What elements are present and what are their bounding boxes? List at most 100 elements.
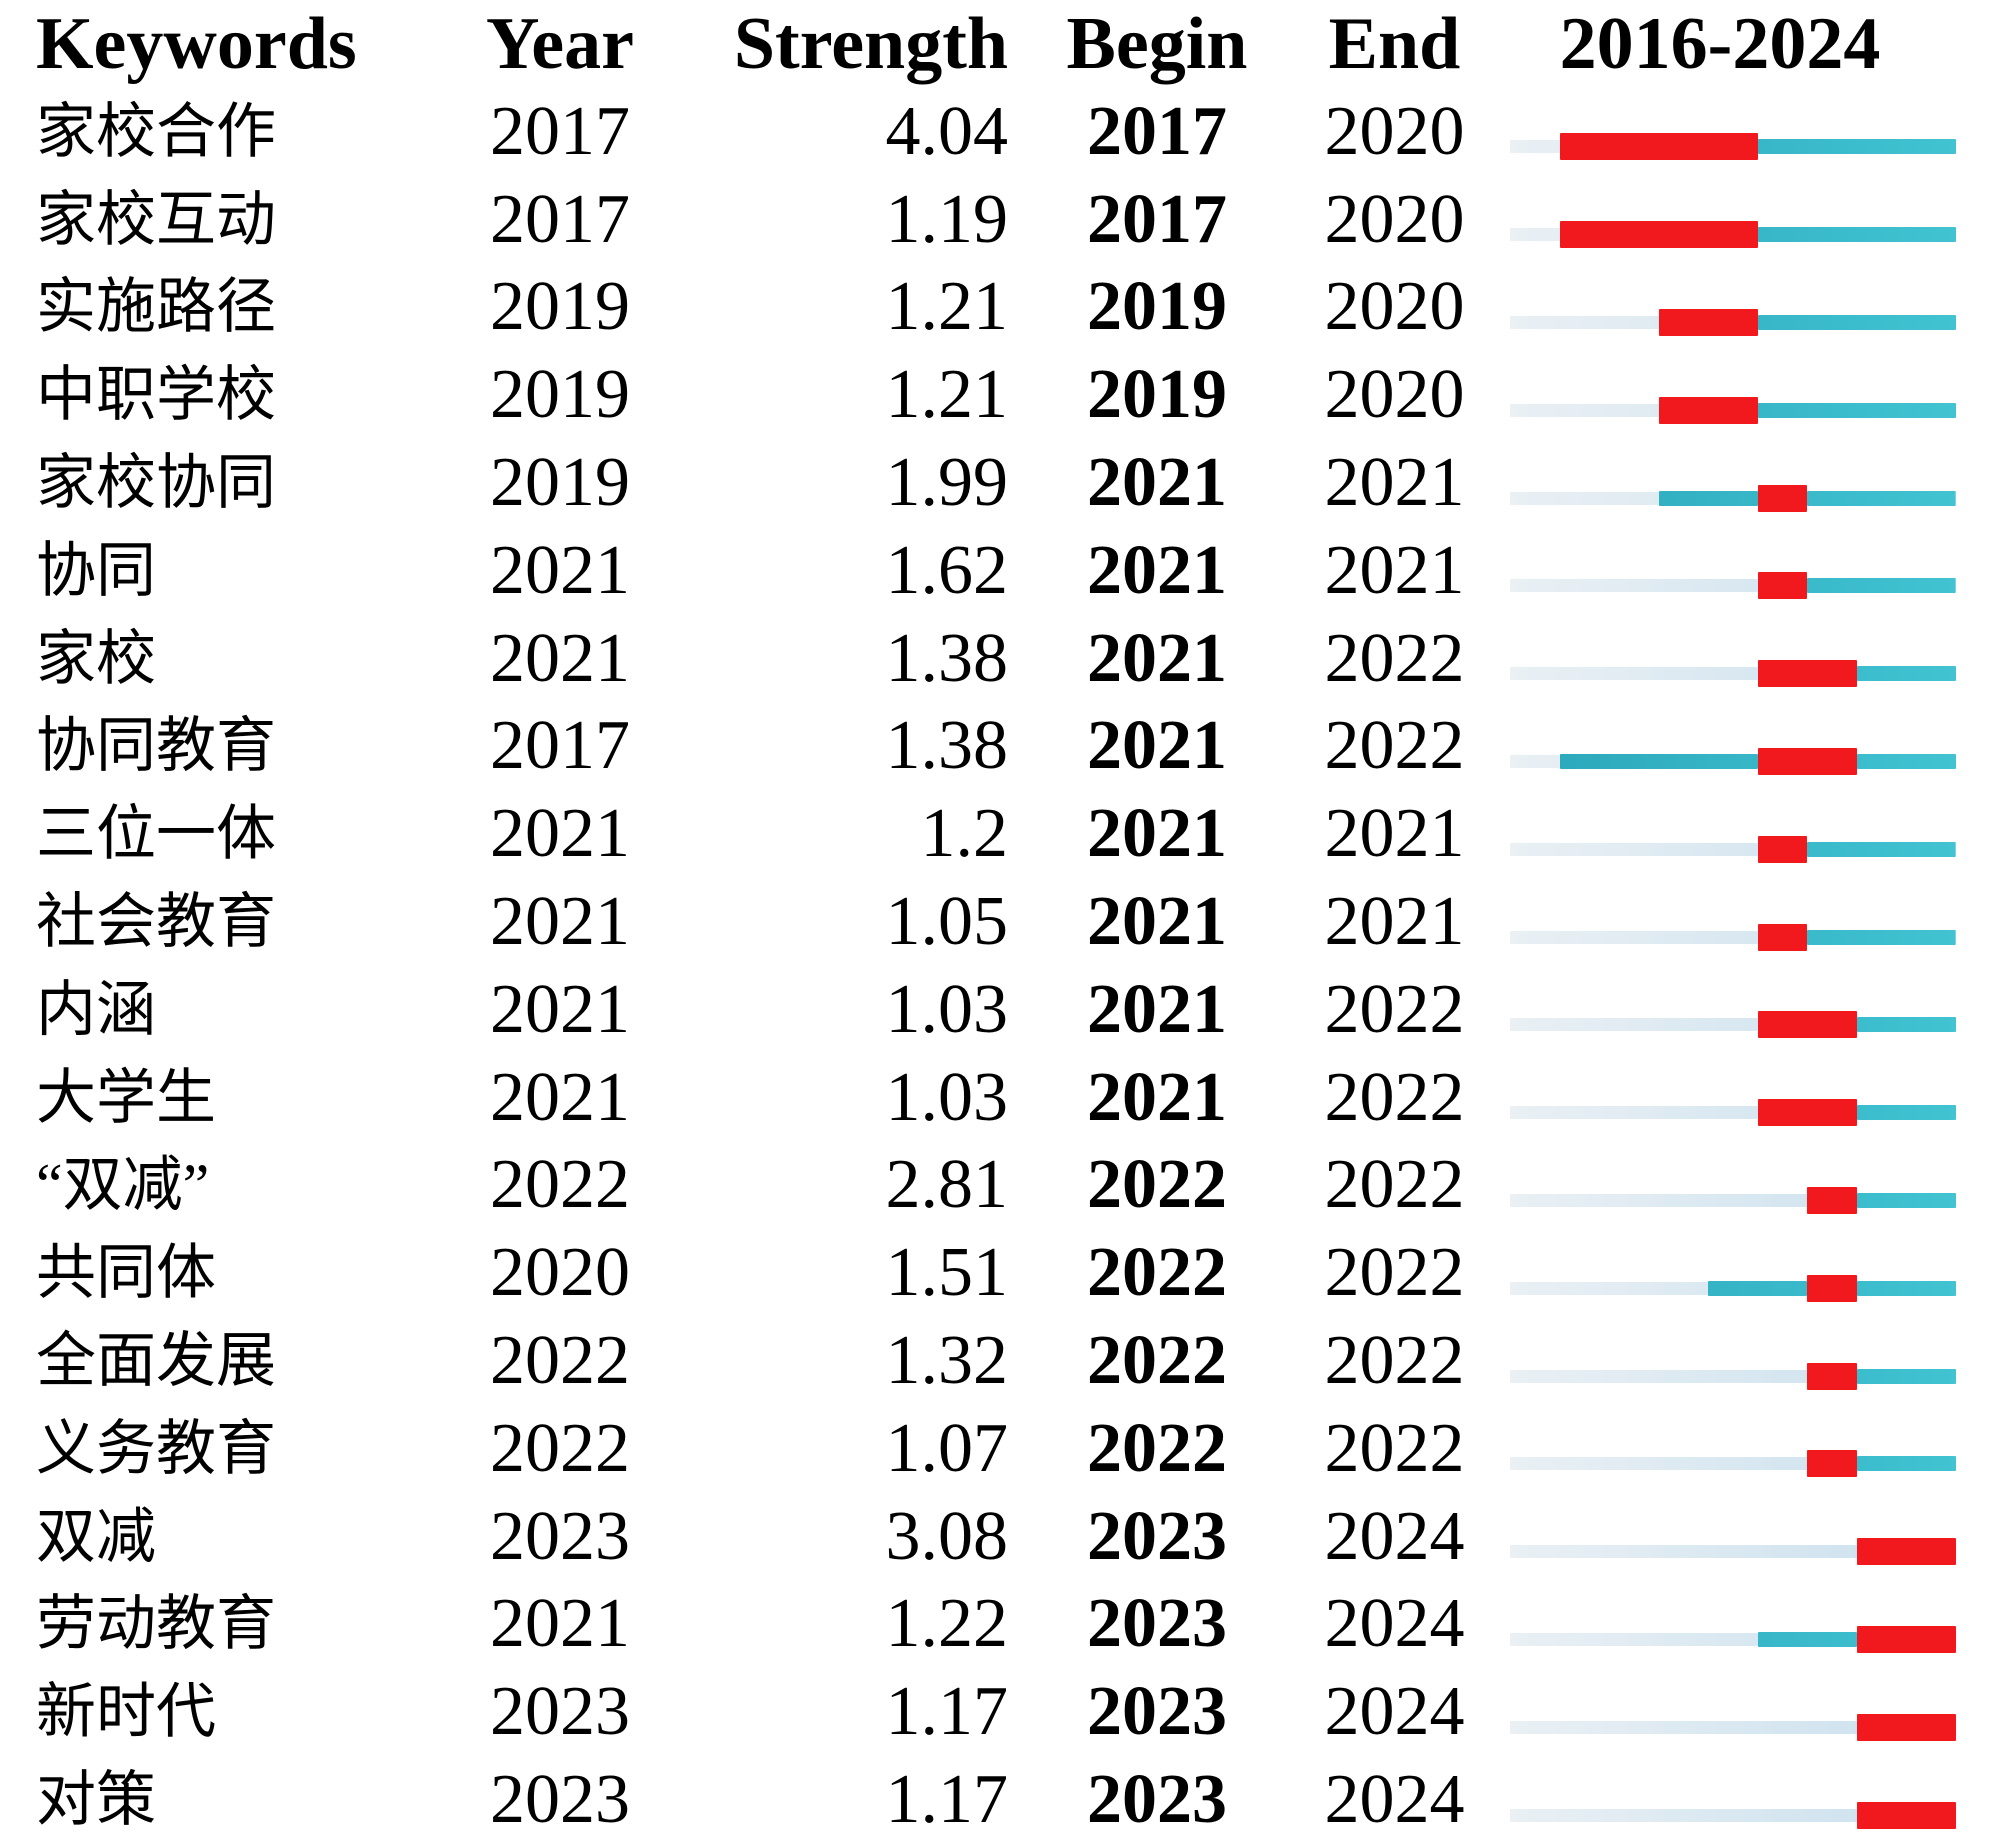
timeline-segment-inactive xyxy=(1510,1545,1857,1559)
timeline-segment-active xyxy=(1708,1280,1808,1296)
timeline-segment-active xyxy=(1757,402,1956,418)
end-cell: 2021 xyxy=(1324,883,1465,961)
year-cell: 2023 xyxy=(490,1673,630,1751)
timeline-segment-inactive xyxy=(1510,579,1758,593)
timeline-segment-burst xyxy=(1856,1625,1956,1653)
timeline-segment-burst xyxy=(1757,660,1857,688)
begin-cell: 2021 xyxy=(1087,883,1227,961)
year-cell: 2017 xyxy=(490,92,630,170)
timeline-segment-active xyxy=(1856,1192,1956,1208)
timeline-segment-active xyxy=(1807,929,1956,945)
timeline-cell xyxy=(1487,264,2000,352)
timeline-segment-burst xyxy=(1807,1186,1857,1214)
col-header-end: End xyxy=(1328,3,1461,85)
begin-cell: 2019 xyxy=(1087,356,1227,434)
begin-cell: 2021 xyxy=(1087,619,1227,697)
col-header-keywords: Keywords xyxy=(36,3,357,85)
strength-cell: 1.17 xyxy=(885,1673,1009,1751)
timeline-segment-inactive xyxy=(1510,403,1659,417)
table-row: 对策 2023 1.17 2023 2024 xyxy=(0,1756,2000,1844)
table-header: Keywords Year Strength Begin End 2016-20… xyxy=(0,0,2000,88)
timeline-cell xyxy=(1487,703,2000,791)
timeline-cell xyxy=(1487,615,2000,703)
timeline-segment-burst xyxy=(1856,1538,1956,1566)
year-cell: 2021 xyxy=(490,531,630,609)
timeline-segment-active xyxy=(1807,578,1956,594)
year-cell: 2023 xyxy=(490,1761,630,1839)
timeline-segment-inactive xyxy=(1510,140,1560,154)
table-row: “双减” 2022 2.81 2022 2022 xyxy=(0,1142,2000,1230)
timeline-cell xyxy=(1487,527,2000,615)
table-row: 大学生 2021 1.03 2021 2022 xyxy=(0,1054,2000,1142)
timeline-segment-inactive xyxy=(1510,1457,1808,1471)
strength-cell: 1.38 xyxy=(885,707,1009,785)
table-row: 中职学校 2019 1.21 2019 2020 xyxy=(0,351,2000,439)
year-cell: 2021 xyxy=(490,970,630,1048)
timeline-segment-inactive xyxy=(1510,1632,1758,1646)
strength-cell: 1.07 xyxy=(885,1409,1009,1487)
strength-cell: 1.99 xyxy=(885,444,1009,522)
end-cell: 2022 xyxy=(1324,619,1465,697)
strength-cell: 1.19 xyxy=(885,180,1009,258)
burst-timeline xyxy=(1510,917,1956,957)
begin-cell: 2021 xyxy=(1087,531,1227,609)
timeline-segment-active xyxy=(1807,490,1956,506)
end-cell: 2022 xyxy=(1324,970,1465,1048)
end-cell: 2021 xyxy=(1324,795,1465,873)
keyword-cell: 社会教育 xyxy=(36,889,276,956)
timeline-segment-active xyxy=(1856,753,1956,769)
timeline-cell xyxy=(1487,1405,2000,1493)
strength-cell: 1.38 xyxy=(885,619,1009,697)
end-cell: 2024 xyxy=(1324,1497,1465,1575)
keyword-cell: 全面发展 xyxy=(36,1328,276,1395)
burst-timeline xyxy=(1510,390,1956,430)
end-cell: 2024 xyxy=(1324,1585,1465,1663)
timeline-segment-inactive xyxy=(1510,1808,1857,1822)
timeline-segment-inactive xyxy=(1510,930,1758,944)
table-row: 三位一体 2021 1.2 2021 2021 xyxy=(0,790,2000,878)
begin-cell: 2021 xyxy=(1087,444,1227,522)
table-row: 劳动教育 2021 1.22 2023 2024 xyxy=(0,1581,2000,1669)
strength-cell: 1.17 xyxy=(885,1761,1009,1839)
year-cell: 2022 xyxy=(490,1322,630,1400)
year-cell: 2023 xyxy=(490,1497,630,1575)
burst-timeline xyxy=(1510,829,1956,869)
end-cell: 2020 xyxy=(1324,92,1465,170)
burst-timeline xyxy=(1510,1532,1956,1572)
burst-timeline xyxy=(1510,1795,1956,1835)
keyword-cell: 实施路径 xyxy=(36,274,276,341)
timeline-segment-burst xyxy=(1658,308,1758,336)
strength-cell: 1.22 xyxy=(885,1585,1009,1663)
begin-cell: 2021 xyxy=(1087,707,1227,785)
timeline-segment-burst xyxy=(1757,1099,1857,1127)
timeline-segment-inactive xyxy=(1510,1369,1808,1383)
timeline-segment-burst xyxy=(1757,747,1857,775)
burst-timeline xyxy=(1510,1180,1956,1220)
timeline-segment-active xyxy=(1856,1017,1956,1033)
table-row: 内涵 2021 1.03 2021 2022 xyxy=(0,966,2000,1054)
col-header-range: 2016-2024 xyxy=(1559,3,1881,85)
burst-timeline xyxy=(1510,1619,1956,1659)
timeline-cell xyxy=(1487,878,2000,966)
table-row: 家校互动 2017 1.19 2017 2020 xyxy=(0,176,2000,264)
strength-cell: 1.21 xyxy=(885,268,1009,346)
timeline-segment-inactive xyxy=(1510,754,1560,768)
timeline-segment-inactive xyxy=(1510,1720,1857,1734)
timeline-segment-burst xyxy=(1757,835,1808,863)
timeline-segment-burst xyxy=(1757,484,1808,512)
timeline-segment-inactive xyxy=(1510,315,1659,329)
burst-timeline xyxy=(1510,1444,1956,1484)
keyword-cell: 中职学校 xyxy=(36,362,276,429)
strength-cell: 1.32 xyxy=(885,1322,1009,1400)
timeline-segment-active xyxy=(1856,1456,1956,1472)
keyword-cell: 家校合作 xyxy=(36,98,276,165)
begin-cell: 2021 xyxy=(1087,795,1227,873)
strength-cell: 1.51 xyxy=(885,1234,1009,1312)
strength-cell: 1.21 xyxy=(885,356,1009,434)
timeline-segment-burst xyxy=(1757,1011,1857,1039)
timeline-segment-inactive xyxy=(1510,228,1560,242)
begin-cell: 2021 xyxy=(1087,1058,1227,1136)
begin-cell: 2019 xyxy=(1087,268,1227,346)
timeline-cell xyxy=(1487,1493,2000,1581)
timeline-segment-active xyxy=(1757,227,1956,243)
